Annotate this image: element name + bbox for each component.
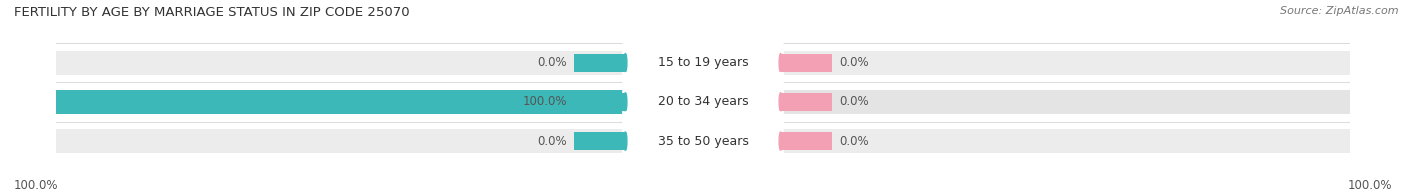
FancyBboxPatch shape: [623, 33, 785, 93]
Text: 100.0%: 100.0%: [523, 95, 567, 108]
Text: 0.0%: 0.0%: [537, 135, 567, 148]
Text: 0.0%: 0.0%: [839, 56, 869, 69]
Circle shape: [779, 54, 782, 72]
Bar: [56, 90, 626, 114]
Bar: [780, 93, 832, 111]
Text: 100.0%: 100.0%: [14, 179, 59, 192]
FancyBboxPatch shape: [623, 111, 785, 171]
Text: 100.0%: 100.0%: [1347, 179, 1392, 192]
Text: Source: ZipAtlas.com: Source: ZipAtlas.com: [1281, 6, 1399, 16]
Bar: [56, 51, 1350, 75]
Bar: [574, 54, 626, 72]
Text: 20 to 34 years: 20 to 34 years: [658, 95, 748, 108]
Bar: [574, 132, 626, 150]
Bar: [56, 90, 1350, 114]
Text: 15 to 19 years: 15 to 19 years: [658, 56, 748, 69]
Text: 0.0%: 0.0%: [537, 56, 567, 69]
Text: FERTILITY BY AGE BY MARRIAGE STATUS IN ZIP CODE 25070: FERTILITY BY AGE BY MARRIAGE STATUS IN Z…: [14, 6, 409, 19]
Text: 35 to 50 years: 35 to 50 years: [658, 135, 748, 148]
Text: 0.0%: 0.0%: [839, 95, 869, 108]
Circle shape: [624, 54, 627, 72]
Circle shape: [624, 93, 627, 111]
Circle shape: [779, 93, 782, 111]
Circle shape: [779, 132, 782, 150]
Bar: [780, 54, 832, 72]
FancyBboxPatch shape: [623, 72, 785, 132]
Circle shape: [624, 132, 627, 150]
Bar: [574, 93, 626, 111]
Bar: [56, 129, 1350, 153]
Text: 0.0%: 0.0%: [839, 135, 869, 148]
Bar: [780, 132, 832, 150]
